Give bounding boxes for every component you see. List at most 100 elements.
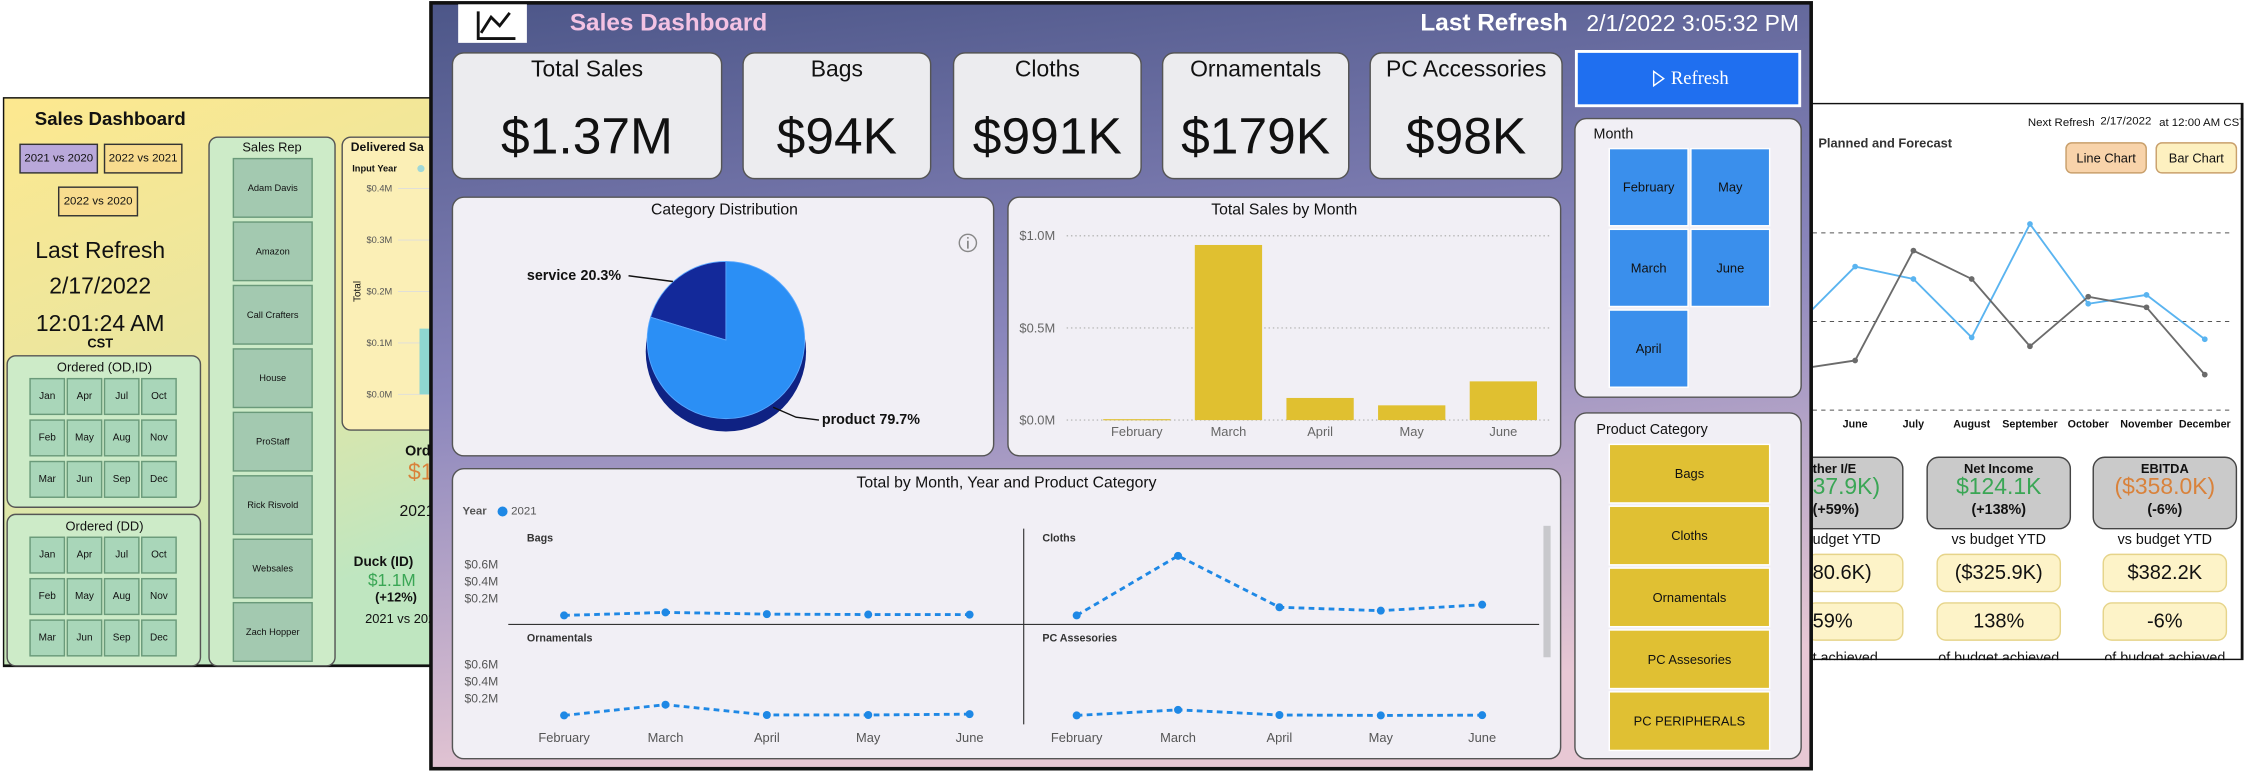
month-button[interactable] [29,377,66,416]
chart-toggle-label[interactable]: Bar Chart [2169,150,2225,165]
month-button-label[interactable]: Apr [77,550,93,561]
sales-rep-button[interactable] [232,538,313,599]
month-button-label[interactable]: Mar [39,632,57,643]
sales-rep-button[interactable] [232,221,313,282]
month-button[interactable] [1690,228,1771,308]
sales-rep-button[interactable] [232,284,313,345]
month-button-label[interactable]: Feb [39,591,57,602]
line-point [2027,343,2033,350]
month-button-label[interactable]: Dec [150,474,168,485]
month-button-label[interactable]: Aug [113,591,131,602]
month-button-label[interactable]: Dec [150,632,168,643]
month-button[interactable] [141,536,177,574]
month-button[interactable] [66,577,103,616]
sales-rep-button[interactable] [232,157,313,218]
month-button-label[interactable]: February [1623,180,1675,195]
x-tick-label: March [648,730,684,745]
month-button[interactable] [141,619,177,657]
compare-button-label[interactable]: 2022 vs 2021 [109,153,178,165]
sales-rep-label[interactable]: Websales [252,564,293,574]
category-button[interactable] [1608,443,1771,504]
month-button-label[interactable]: Oct [151,550,167,561]
compare-button-label[interactable]: 2021 vs 2020 [24,153,93,165]
month-button-label[interactable]: Oct [151,391,167,402]
month-button[interactable] [66,419,103,457]
month-button[interactable] [29,577,66,616]
sales-rep-label[interactable]: Call Crafters [247,310,299,320]
chart-toggle-button[interactable] [2065,142,2147,174]
month-button[interactable] [29,419,66,457]
month-button-label[interactable]: June [1716,260,1744,275]
category-button-label[interactable]: Bags [1675,466,1704,481]
month-button[interactable] [66,377,103,416]
sales-rep-label[interactable]: Adam Davis [248,183,298,193]
legend-marker [417,165,425,173]
month-button[interactable] [29,619,66,657]
month-button-label[interactable]: May [75,591,94,602]
month-button[interactable] [66,619,103,657]
category-button-label[interactable]: Ornamentals [1653,590,1727,605]
sales-rep-label[interactable]: House [259,373,286,383]
refresh-button-label[interactable]: Refresh [1671,68,1730,89]
percent-label: of budget achieved [2104,651,2225,667]
month-button[interactable] [103,577,140,616]
sales-rep-label[interactable]: Amazon [256,246,290,256]
month-button[interactable] [29,460,66,498]
compare-button[interactable] [57,186,139,217]
month-button-label[interactable]: Jan [39,550,55,561]
month-button[interactable] [103,619,140,657]
month-button[interactable] [66,536,103,574]
compare-button[interactable] [103,143,183,174]
month-button[interactable] [1608,147,1689,227]
month-button-label[interactable]: Sep [113,632,131,643]
sales-rep-button[interactable] [232,411,313,472]
month-button[interactable] [103,460,140,498]
month-button-label[interactable]: Jul [115,550,128,561]
month-button-label[interactable]: Jul [115,391,128,402]
month-button-label[interactable]: Mar [39,474,57,485]
sales-rep-button[interactable] [232,601,313,662]
sales-rep-label[interactable]: Rick Risvold [247,500,298,510]
category-button[interactable] [1608,629,1771,690]
sales-rep-button[interactable] [232,348,313,409]
sales-rep-label[interactable]: ProStaff [256,437,290,447]
month-button-label[interactable]: Aug [113,432,131,443]
refresh-button[interactable] [1574,50,1802,108]
month-button[interactable] [141,460,177,498]
month-button-label[interactable]: April [1636,341,1662,356]
month-button-label[interactable]: Apr [77,391,93,402]
chart-toggle-label[interactable]: Line Chart [2076,150,2136,165]
month-button[interactable] [1608,228,1689,308]
category-button-label[interactable]: PC Assesories [1648,652,1732,667]
month-button-label[interactable]: Jun [76,632,92,643]
month-button-label[interactable]: Feb [39,432,57,443]
sales-rep-label[interactable]: Zach Hopper [246,627,300,637]
month-button[interactable] [141,419,177,457]
month-button[interactable] [103,419,140,457]
month-button[interactable] [29,536,66,574]
sales-rep-button[interactable] [232,475,313,536]
compare-button[interactable] [19,143,99,174]
category-button-label[interactable]: PC PERIPHERALS [1634,714,1746,729]
month-button-label[interactable]: Sep [113,474,131,485]
month-button[interactable] [141,377,177,416]
month-button[interactable] [1608,309,1689,388]
category-button-label[interactable]: Cloths [1671,528,1707,543]
month-button[interactable] [141,577,177,616]
month-button[interactable] [103,377,140,416]
month-button-label[interactable]: Jan [39,391,55,402]
category-button[interactable] [1608,505,1771,566]
category-button[interactable] [1608,691,1771,752]
month-button-label[interactable]: May [1718,180,1743,195]
month-button-label[interactable]: May [75,432,94,443]
month-button-label[interactable]: Jun [76,474,92,485]
month-button-label[interactable]: Nov [150,591,168,602]
month-button-label[interactable]: March [1631,260,1667,275]
month-button[interactable] [103,536,140,574]
chart-toggle-button[interactable] [2155,142,2238,174]
month-button[interactable] [66,460,103,498]
compare-button-label[interactable]: 2022 vs 2020 [64,195,133,207]
category-button[interactable] [1608,567,1771,628]
month-button[interactable] [1690,147,1771,227]
month-button-label[interactable]: Nov [150,432,168,443]
